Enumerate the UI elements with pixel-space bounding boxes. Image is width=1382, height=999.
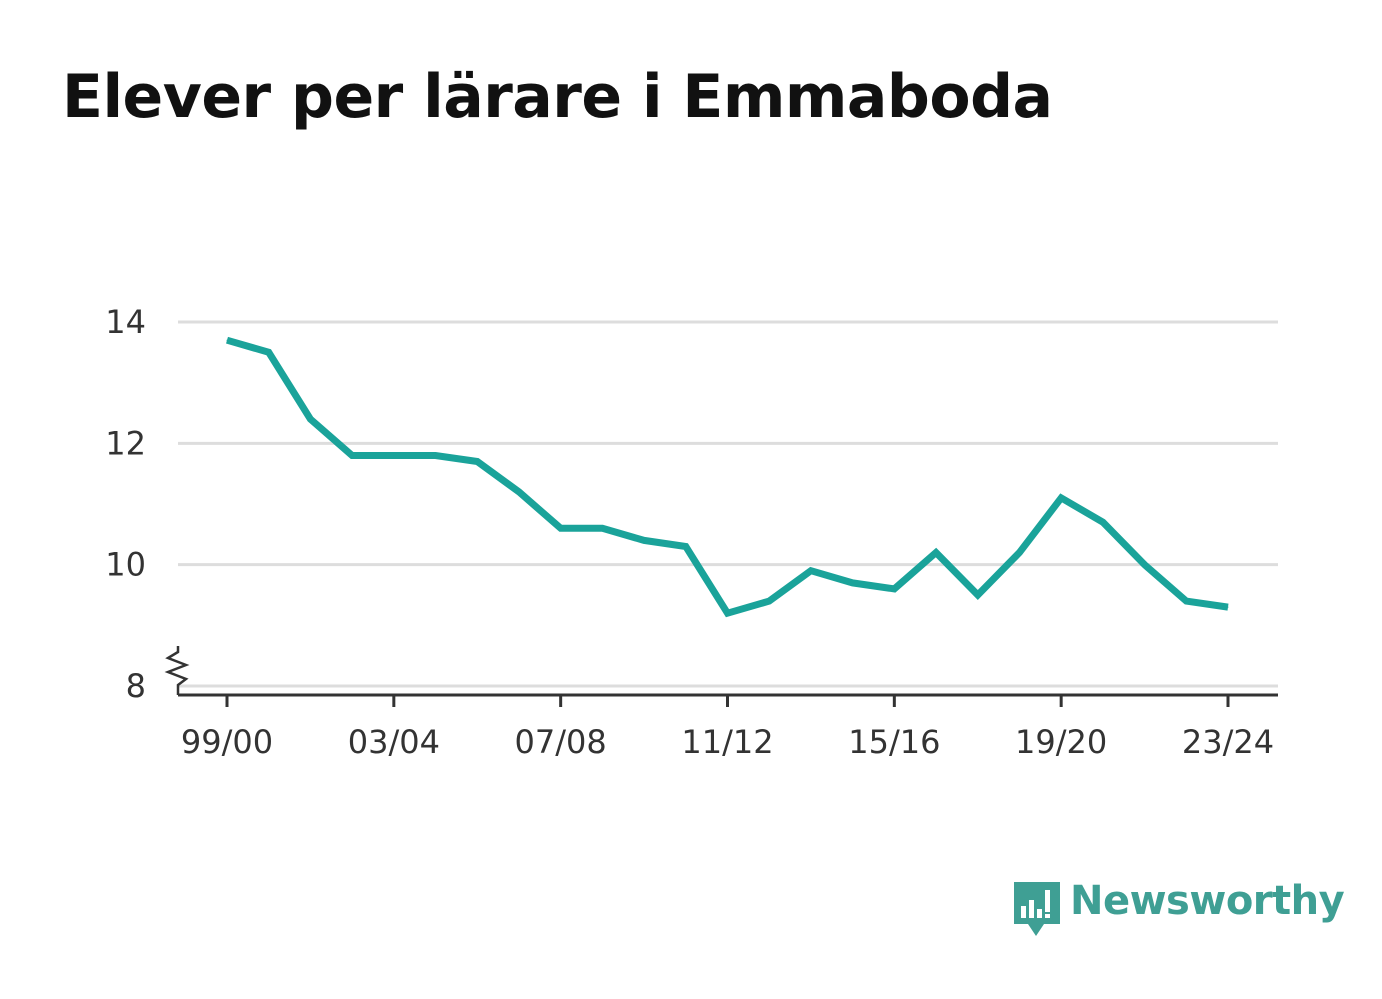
x-tick-label-07-08: 07/08 [515,723,607,761]
y-tick-label-12: 12 [105,424,146,462]
bar-chart-speech-bubble-icon [1014,882,1060,936]
x-tick-label-23-24: 23/24 [1182,723,1274,761]
data-point-03-04 [393,454,395,456]
data-point-20-21 [1102,521,1104,523]
data-point-12-13 [768,600,770,602]
brand-name: Newsworthy [1070,878,1345,924]
data-point-01-02 [309,418,311,420]
x-tick-label-19-20: 19/20 [1015,723,1107,761]
data-point-22-23 [1185,600,1187,602]
x-tick-label-15-16: 15/16 [848,723,940,761]
newsworthy-logo: Newsworthy [1012,878,1345,940]
data-point-09-10 [643,539,645,541]
series-line-0 [226,336,1229,618]
data-point-16-17 [935,552,937,554]
data-point-04-05 [435,454,437,456]
data-point-00-01 [268,351,270,353]
data-point-23-24 [1227,606,1229,608]
y-axis-break-icon [164,646,190,695]
y-tick-label-14: 14 [105,303,146,341]
data-point-15-16 [893,588,895,590]
data-point-14-15 [852,582,854,584]
x-tick-label-99-00: 99/00 [181,723,273,761]
data-point-19-20 [1060,497,1062,499]
data-point-05-06 [476,461,478,463]
chart-title: Elever per lärare i Emmaboda [62,62,1053,132]
data-point-10-11 [685,545,687,547]
y-tick-label-10: 10 [105,546,146,584]
data-point-21-22 [1144,564,1146,566]
x-axis: 99/00 03/04 07/08 11/12 15/16 19/20 23/24 [178,693,1278,761]
data-point-08-09 [601,527,603,529]
x-tick-label-11-12: 11/12 [681,723,773,761]
gridlines [178,320,1278,688]
data-point-99-00 [226,339,228,341]
x-tick-label-03-04: 03/04 [348,723,440,761]
data-point-18-19 [1018,552,1020,554]
data-point-06-07 [518,491,520,493]
y-tick-label-8: 8 [126,667,146,705]
data-point-13-14 [810,570,812,572]
data-point-07-08 [560,527,562,529]
data-point-02-03 [351,454,353,456]
data-point-11-12 [727,612,728,614]
data-point-17-18 [977,594,979,596]
series-layer [226,336,1229,618]
y-axis: 8 10 12 14 [105,303,190,705]
